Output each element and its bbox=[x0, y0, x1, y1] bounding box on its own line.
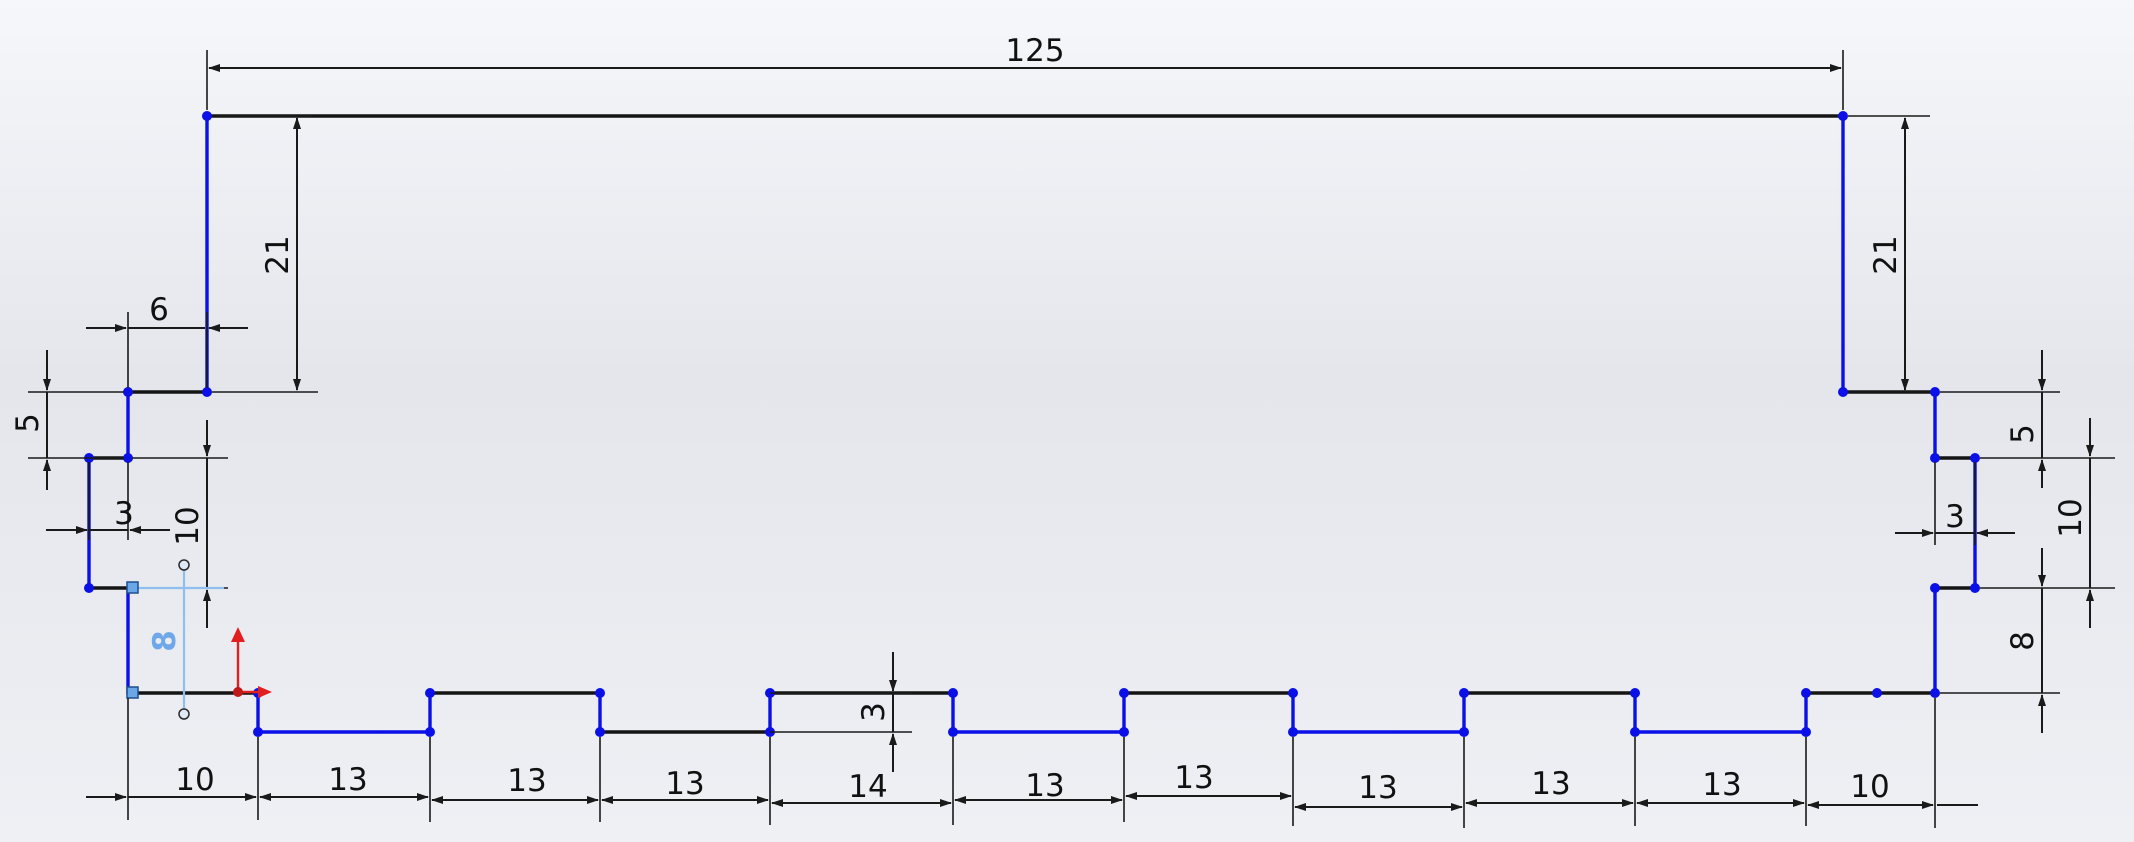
dimension-bottom-seg-6[interactable]: 13 bbox=[1125, 760, 1292, 800]
vertex-point[interactable] bbox=[425, 727, 435, 737]
dimension-value: 13 bbox=[665, 766, 704, 802]
vertex-point[interactable] bbox=[1970, 583, 1980, 593]
dimension-value: 14 bbox=[848, 769, 887, 805]
dimension-left-step[interactable]: 6 bbox=[86, 292, 248, 388]
dimension-value: 13 bbox=[1702, 767, 1741, 803]
dimension-value: 5 bbox=[2005, 424, 2041, 444]
vertex-point[interactable] bbox=[595, 727, 605, 737]
vertex-point[interactable] bbox=[253, 727, 263, 737]
vertex-point[interactable] bbox=[1801, 727, 1811, 737]
origin-icon bbox=[231, 627, 272, 698]
vertex-point[interactable] bbox=[1630, 727, 1640, 737]
dimension-value: 21 bbox=[1868, 235, 1904, 274]
vertex-point[interactable] bbox=[1288, 727, 1298, 737]
dimension-bottom-seg-9[interactable]: 13 bbox=[1636, 767, 1805, 807]
sketch-geometry bbox=[87, 114, 1977, 734]
vertex-point[interactable] bbox=[1872, 688, 1882, 698]
vertex-point[interactable] bbox=[1288, 688, 1298, 698]
vertex-point[interactable] bbox=[1930, 688, 1940, 698]
vertex-point[interactable] bbox=[84, 583, 94, 593]
vertex-point[interactable] bbox=[123, 453, 133, 463]
dimension-value: 3 bbox=[1945, 499, 1965, 535]
vertex-point[interactable] bbox=[948, 727, 958, 737]
dimension-right-offset-5[interactable]: 5 bbox=[1940, 350, 2115, 488]
dimension-bottom-seg-10[interactable]: 10 bbox=[1807, 769, 1978, 809]
vertex-point[interactable] bbox=[202, 387, 212, 397]
dimension-bottom-seg-3[interactable]: 13 bbox=[601, 766, 769, 804]
dimension-value: 13 bbox=[1174, 760, 1213, 796]
dimension-value: 13 bbox=[1025, 768, 1064, 804]
vertex-point[interactable] bbox=[1930, 583, 1940, 593]
vertex-point[interactable] bbox=[1119, 688, 1129, 698]
selection-grip[interactable] bbox=[178, 559, 190, 571]
dimension-right-height-10[interactable]: 10 bbox=[1980, 418, 2115, 628]
dimension-value: 5 bbox=[10, 413, 46, 433]
sketch-vertices bbox=[84, 111, 1980, 737]
dimension-left-offset-3[interactable]: 3 bbox=[46, 462, 170, 540]
vertex-point[interactable] bbox=[1630, 688, 1640, 698]
dimension-value: 3 bbox=[114, 496, 134, 532]
dimension-bottom-seg-4[interactable]: 14 bbox=[771, 769, 952, 807]
dimension-left-offset-5[interactable]: 5 bbox=[10, 350, 124, 490]
vertex-point[interactable] bbox=[1970, 453, 1980, 463]
dimension-bottom-seg-0[interactable]: 10 bbox=[86, 762, 257, 801]
vertex-point[interactable] bbox=[1459, 727, 1469, 737]
dimension-left-height[interactable]: 21 bbox=[212, 115, 318, 393]
dimension-value: 13 bbox=[1358, 770, 1397, 806]
vertex-point[interactable] bbox=[1838, 387, 1848, 397]
dimension-tooth-depth[interactable]: 3 bbox=[770, 652, 912, 772]
dimension-right-height-8[interactable]: 8 bbox=[1940, 548, 2060, 733]
dimension-value: 10 bbox=[1850, 769, 1889, 805]
dimension-value: 13 bbox=[507, 763, 546, 799]
vertex-point[interactable] bbox=[1119, 727, 1129, 737]
dimension-bottom-seg-5[interactable]: 13 bbox=[954, 768, 1123, 804]
vertex-point[interactable] bbox=[123, 387, 133, 397]
dimension-right-offset-3[interactable]: 3 bbox=[1895, 462, 2015, 545]
dimension-value: 3 bbox=[856, 702, 892, 722]
dimension-bottom-seg-2[interactable]: 13 bbox=[431, 763, 599, 804]
dimension-top-width[interactable]: 125 bbox=[206, 33, 1844, 110]
dimension-value: 13 bbox=[328, 762, 367, 798]
dimension-bottom-seg-8[interactable]: 13 bbox=[1465, 766, 1634, 807]
vertex-point[interactable] bbox=[595, 688, 605, 698]
dimension-bottom-seg-1[interactable]: 13 bbox=[259, 762, 429, 801]
bottom-dimension-chain bbox=[127, 698, 1936, 828]
dimension-value: 8 bbox=[147, 630, 183, 652]
dimension-value: 21 bbox=[260, 235, 296, 274]
vertex-point[interactable] bbox=[202, 111, 212, 121]
dimension-value: 10 bbox=[170, 506, 206, 545]
selection-handle[interactable] bbox=[126, 686, 139, 699]
vertex-point[interactable] bbox=[425, 688, 435, 698]
vertex-point[interactable] bbox=[1838, 111, 1848, 121]
dimension-value: 10 bbox=[175, 762, 214, 798]
dimension-value: 13 bbox=[1531, 766, 1570, 802]
selection-grip[interactable] bbox=[178, 708, 190, 720]
dimension-value: 125 bbox=[1005, 33, 1064, 69]
dimension-left-height-8-selected[interactable]: 8 bbox=[126, 559, 224, 720]
vertex-point[interactable] bbox=[1801, 688, 1811, 698]
dimension-value: 6 bbox=[149, 292, 169, 328]
dimension-value: 10 bbox=[2053, 498, 2089, 537]
vertex-point[interactable] bbox=[1930, 453, 1940, 463]
dimension-value: 8 bbox=[2005, 631, 2041, 651]
vertex-point[interactable] bbox=[1930, 387, 1940, 397]
dimension-right-height[interactable]: 21 bbox=[1848, 115, 1930, 393]
selection-handle[interactable] bbox=[126, 581, 139, 594]
vertex-point[interactable] bbox=[948, 688, 958, 698]
dimension-left-height-10[interactable]: 10 bbox=[132, 420, 228, 628]
dimension-bottom-seg-7[interactable]: 13 bbox=[1294, 770, 1463, 811]
vertex-point[interactable] bbox=[1459, 688, 1469, 698]
